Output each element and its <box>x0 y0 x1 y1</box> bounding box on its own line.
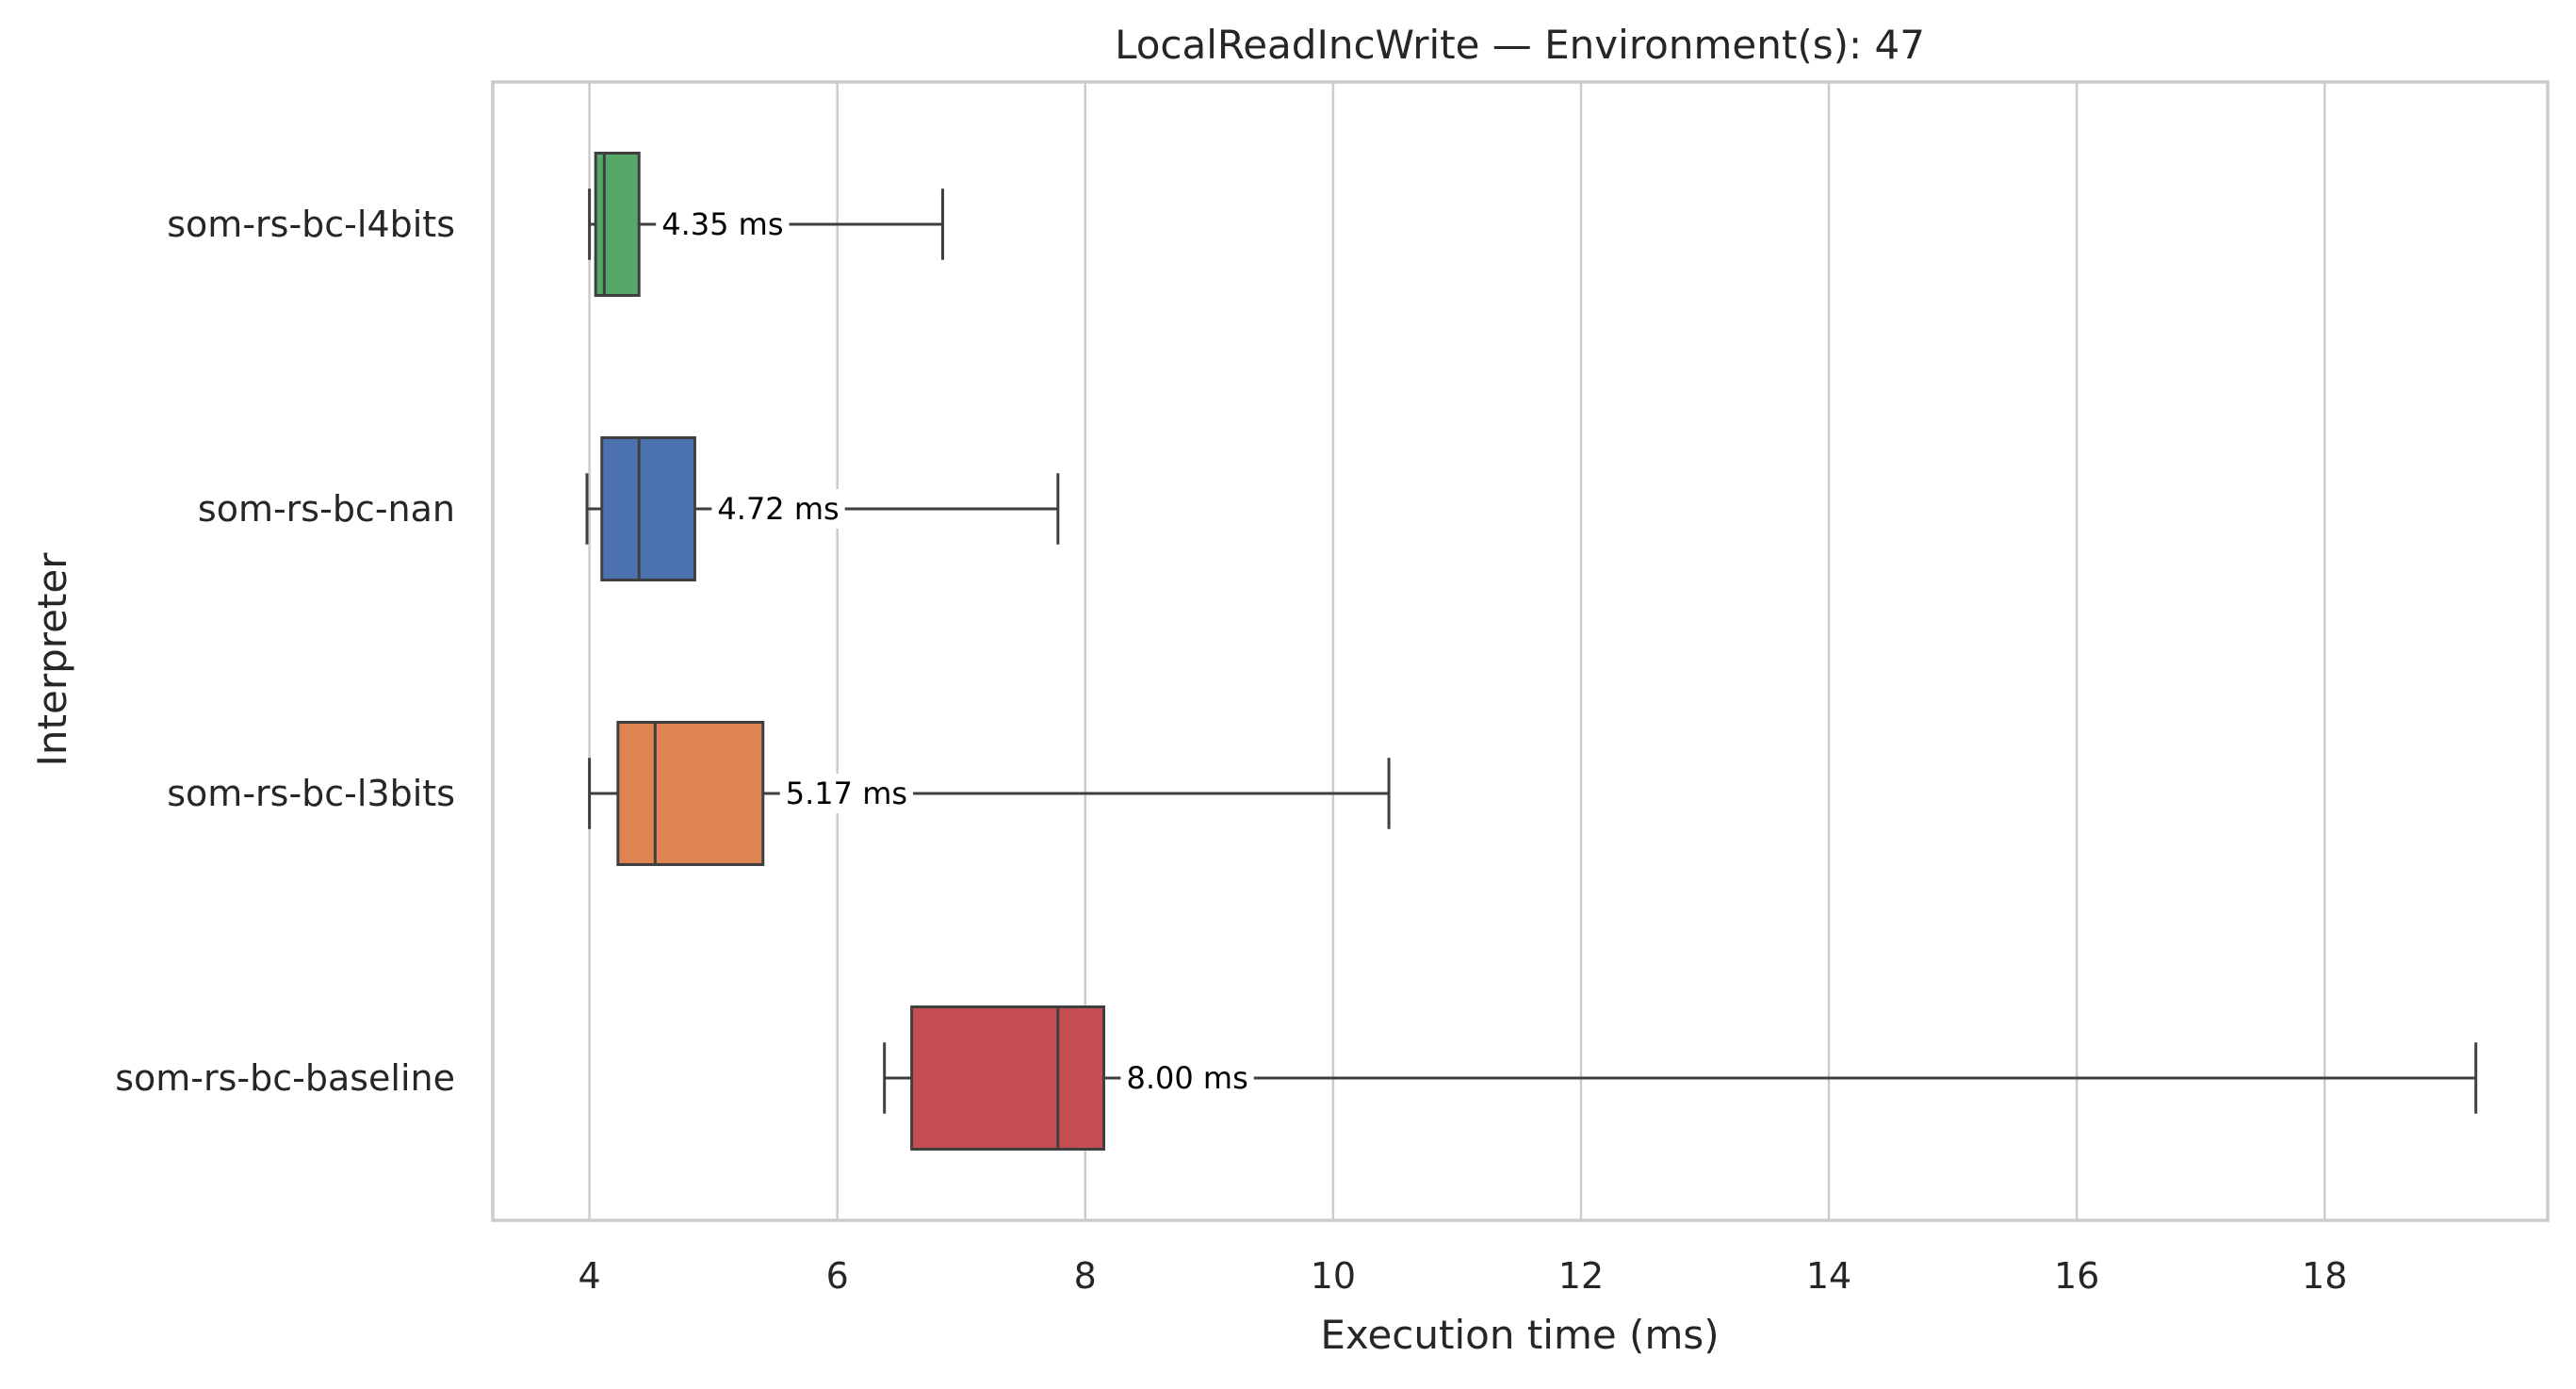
box-som-rs-bc-nan <box>600 436 696 581</box>
x-tick-label-8: 8 <box>1074 1255 1097 1297</box>
gridlines <box>588 82 2326 1220</box>
plot-frame <box>491 80 2550 1222</box>
x-tick-label-6: 6 <box>826 1255 849 1297</box>
mean-label-bg-som-rs-bc-nan <box>711 489 845 529</box>
box-group-som-rs-bc-l4bits: 4.35 ms <box>588 152 945 297</box>
mean-label-som-rs-bc-nan: 4.72 ms <box>717 491 839 527</box>
mean-label-bg-som-rs-bc-baseline <box>1120 1058 1254 1098</box>
box-som-rs-bc-baseline <box>910 1005 1106 1151</box>
y-tick-label-som-rs-bc-baseline: som-rs-bc-baseline <box>115 1057 455 1099</box>
x-axis-label: Execution time (ms) <box>1320 1312 1719 1358</box>
box-group-som-rs-bc-l3bits: 5.17 ms <box>588 721 1391 866</box>
mean-label-bg-som-rs-bc-l3bits <box>779 774 914 813</box>
mean-label-som-rs-bc-l4bits: 4.35 ms <box>661 206 783 242</box>
mean-label-som-rs-bc-l3bits: 5.17 ms <box>786 776 907 811</box>
chart-title: LocalReadIncWrite — Environment(s): 47 <box>1115 22 1925 68</box>
x-tick-label-4: 4 <box>579 1255 601 1297</box>
x-tick-label-18: 18 <box>2302 1255 2347 1297</box>
y-tick-label-som-rs-bc-l4bits: som-rs-bc-l4bits <box>167 204 455 245</box>
x-tick-label-10: 10 <box>1311 1255 1356 1297</box>
boxes: 4.35 ms 4.72 ms 5.17 ms 8.00 ms <box>585 152 2478 1151</box>
mean-label-bg-som-rs-bc-l4bits <box>656 204 790 244</box>
x-tick-label-12: 12 <box>1558 1255 1604 1297</box>
x-tick-labels: 4 6 8 10 12 14 16 18 <box>579 1255 2348 1297</box>
box-group-som-rs-bc-baseline: 8.00 ms <box>883 1005 2478 1151</box>
y-tick-label-som-rs-bc-l3bits: som-rs-bc-l3bits <box>167 773 455 814</box>
x-tick-label-14: 14 <box>1806 1255 1851 1297</box>
y-tick-labels: som-rs-bc-l4bits som-rs-bc-nan som-rs-bc-l… <box>115 204 455 1099</box>
box-group-som-rs-bc-nan: 4.72 ms <box>585 436 1060 581</box>
y-axis-label: Interpreter <box>29 552 75 767</box>
mean-label-som-rs-bc-baseline: 8.00 ms <box>1127 1060 1248 1096</box>
box-som-rs-bc-l3bits <box>616 721 765 866</box>
box-som-rs-bc-l4bits <box>594 152 641 297</box>
y-tick-label-som-rs-bc-nan: som-rs-bc-nan <box>198 488 455 530</box>
x-tick-label-16: 16 <box>2054 1255 2099 1297</box>
